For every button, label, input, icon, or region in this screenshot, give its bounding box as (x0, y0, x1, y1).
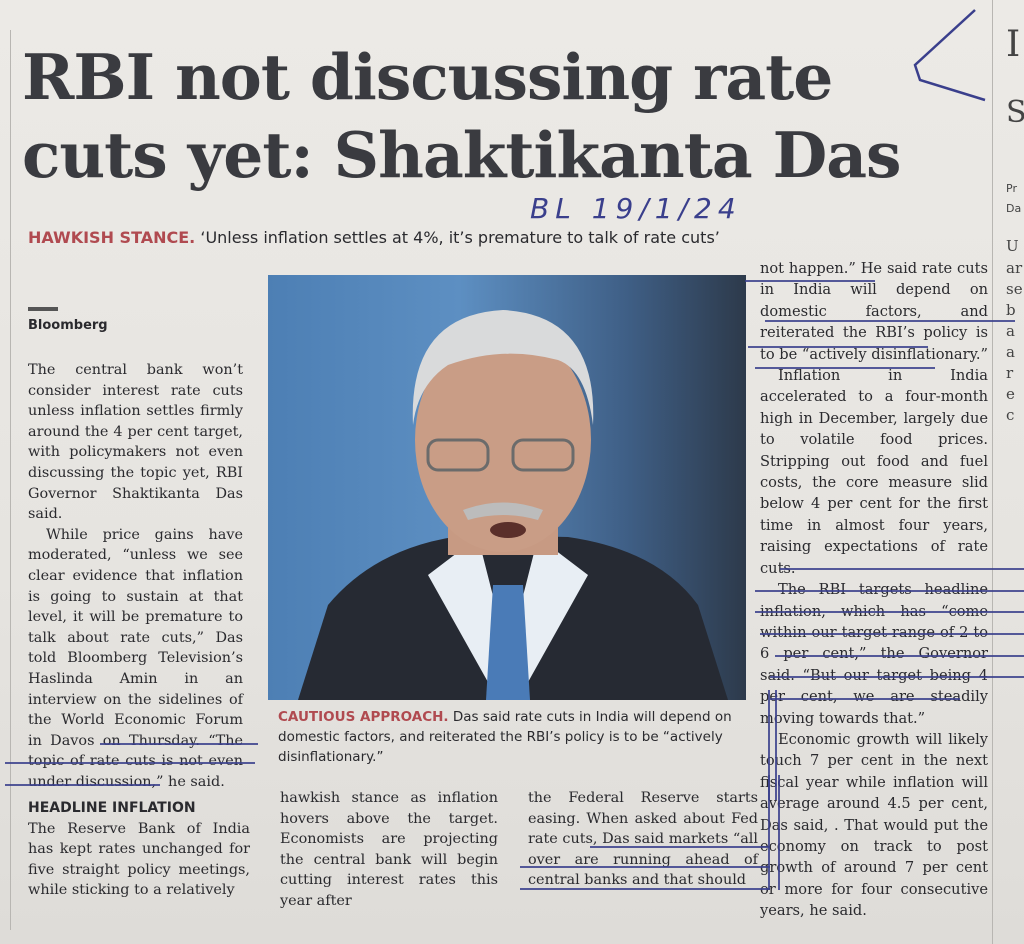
column-4: not happen.” He said rate cuts in India … (760, 258, 988, 922)
edge-text: Da (1006, 202, 1022, 215)
paragraph: The RBI targets headline inflation, whic… (760, 581, 988, 727)
paragraph: Economic growth will likely touch 7 per … (760, 730, 988, 920)
edge-text: r (1006, 364, 1014, 382)
column-1: The central bank won’t consider interest… (28, 360, 243, 792)
edge-text: Pr (1006, 182, 1017, 195)
caption-label: CAUTIOUS APPROACH. (278, 709, 449, 725)
caption-text: Das said rate cuts in India will depend … (278, 709, 732, 765)
handwritten-date-note: BL 19/1/24 (530, 192, 742, 225)
edge-text: c (1006, 406, 1015, 424)
headline: RBI not discussing rate cuts yet: Shakti… (22, 40, 902, 192)
photo-shaktikanta-das (268, 275, 746, 700)
paragraph: While price gains have moderated, “unles… (28, 526, 243, 790)
kicker: HAWKISH STANCE. ‘Unless inflation settle… (28, 228, 720, 247)
paragraph: The central bank won’t consider interest… (28, 362, 243, 523)
paragraph: hawkish stance as inflation hovers above… (280, 790, 498, 909)
subhead: HEADLINE INFLATION (28, 800, 196, 816)
kicker-label: HAWKISH STANCE. (28, 228, 196, 247)
column-1-continued: HEADLINE INFLATION The Reserve Bank of I… (28, 798, 250, 901)
kicker-text: ‘Unless inflation settles at 4%, it’s pr… (200, 228, 720, 247)
column-3: the Federal Reserve starts easing. When … (528, 788, 758, 891)
edge-text: U (1006, 237, 1019, 255)
paragraph: the Federal Reserve starts easing. When … (528, 790, 758, 889)
column-2: hawkish stance as inflation hovers above… (280, 788, 498, 912)
photo-caption: CAUTIOUS APPROACH. Das said rate cuts in… (278, 707, 738, 767)
edge-text: a (1006, 343, 1015, 361)
column-rule (10, 30, 11, 930)
edge-text: S (1006, 95, 1024, 130)
edge-text: e (1006, 385, 1015, 403)
edge-text: se (1006, 280, 1023, 298)
column-rule (992, 0, 993, 944)
byline-bar (28, 307, 58, 311)
edge-text: a (1006, 322, 1015, 340)
paragraph: Inflation in India accelerated to a four… (760, 367, 988, 577)
edge-text: ar (1006, 259, 1023, 277)
paragraph: The Reserve Bank of India has kept rates… (28, 820, 250, 899)
handwritten-check-mark (913, 9, 986, 102)
paragraph: not happen.” He said rate cuts in India … (760, 260, 989, 363)
edge-text: I (1006, 24, 1021, 65)
byline: Bloomberg (28, 318, 108, 333)
edge-text: b (1006, 301, 1016, 319)
